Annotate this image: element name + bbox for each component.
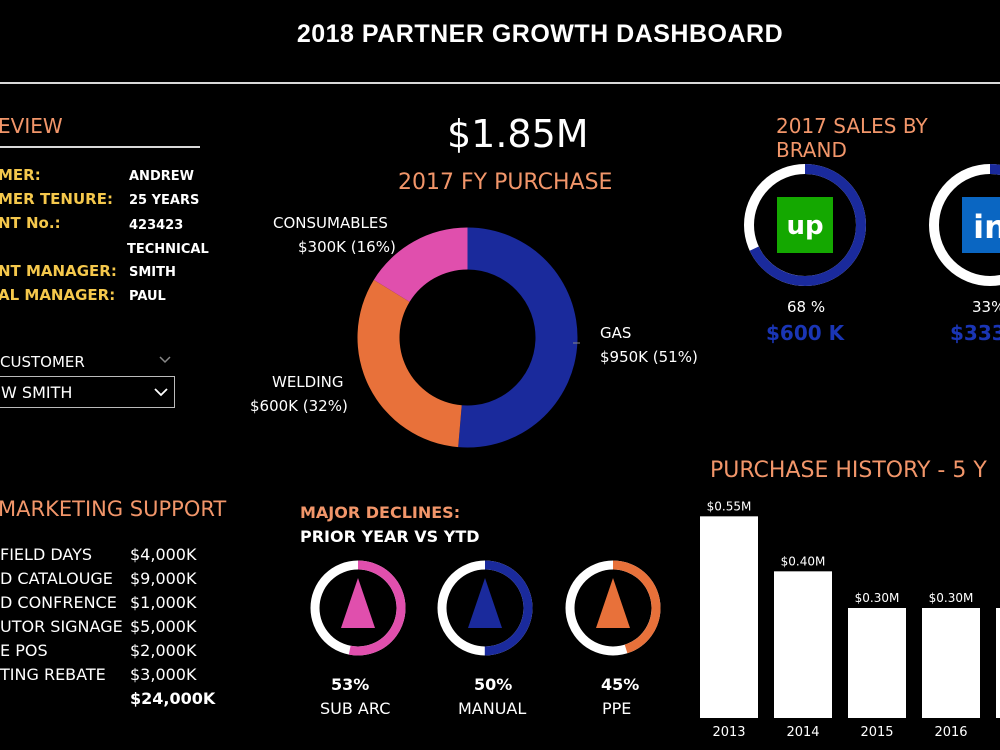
declines-title: MAJOR DECLINES: xyxy=(300,503,461,522)
purchase-donut-chart xyxy=(357,227,580,448)
slice-value-gas: $950K (51%) xyxy=(600,348,698,366)
regional-manager-label: AL MANAGER: xyxy=(0,286,116,304)
marketing-item-label: FIELD DAYS xyxy=(0,545,93,564)
regional-manager-value: PAUL xyxy=(129,289,166,304)
brand-pct-linkedin: 33% xyxy=(972,298,1000,316)
customer-value: ANDREW xyxy=(129,169,194,184)
header-divider xyxy=(0,82,1000,84)
decline-pct-sub-arc: 53% xyxy=(331,675,370,694)
customer-label: MER: xyxy=(0,166,41,184)
slice-label-gas: GAS xyxy=(600,324,632,342)
purchase-total: $1.85M xyxy=(447,112,589,156)
brands-title: 2017 SALES BY BRAND xyxy=(776,114,928,162)
marketing-item-value: $9,000K xyxy=(130,569,197,588)
bar-2016 xyxy=(922,608,980,718)
up-triangle-icon xyxy=(468,578,502,628)
x-tick-label: 2015 xyxy=(860,725,893,740)
donut-slice-welding xyxy=(357,279,462,448)
decline-gauge-sub-arc xyxy=(310,560,406,656)
bar-data-label: $0.30M xyxy=(929,591,974,605)
account-manager-label: NT MANAGER: xyxy=(0,262,117,280)
account-no-value: 423423 xyxy=(129,218,184,233)
brand-amount-linkedin: $333 xyxy=(950,321,1000,345)
decline-label-ppe: PPE xyxy=(602,699,632,718)
upwork-icon xyxy=(777,197,833,253)
bar-2015 xyxy=(848,608,906,718)
marketing-item-value: $3,000K xyxy=(130,665,197,684)
account-manager-value: SMITH xyxy=(129,265,176,280)
up-triangle-icon xyxy=(341,578,375,628)
declines-subtitle: PRIOR YEAR VS YTD xyxy=(300,527,480,546)
bar-data-label: $0.40M xyxy=(781,554,826,568)
decline-label-sub-arc: SUB ARC xyxy=(320,699,391,718)
decline-pct-manual: 50% xyxy=(474,675,513,694)
chevron-down-icon xyxy=(153,384,169,400)
marketing-item-label: UTOR SIGNAGE xyxy=(0,617,123,636)
donut-slice-gas xyxy=(458,227,578,448)
purchase-title: 2017 FY PURCHASE xyxy=(398,170,613,195)
tenure-label: MER TENURE: xyxy=(0,190,113,208)
slice-label-welding: WELDING xyxy=(272,373,344,391)
bar-2014 xyxy=(774,571,832,718)
tenure-value: 25 YEARS xyxy=(129,193,200,208)
brand-pct-upwork: 68 % xyxy=(787,298,826,316)
account-no-label: NT No.: xyxy=(0,214,61,232)
bar-partial xyxy=(996,608,1000,718)
decline-label-manual: MANUAL xyxy=(458,699,527,718)
slice-label-consumables: CONSUMABLES xyxy=(273,214,388,232)
x-tick-label: 2014 xyxy=(786,725,819,740)
overview-underline xyxy=(0,146,200,148)
decline-gauge-manual xyxy=(437,560,533,656)
customer-dropdown-value: W SMITH xyxy=(1,383,73,402)
marketing-item-label: D CONFRENCE xyxy=(0,593,117,612)
bar-data-label: $0.30M xyxy=(855,591,900,605)
marketing-item-value: $2,000K xyxy=(130,641,197,660)
svg-text:up: up xyxy=(786,211,823,241)
overview-title: EVIEW xyxy=(0,114,63,138)
brand-gauge-linkedin: in xyxy=(929,164,1000,286)
svg-text:in: in xyxy=(973,208,1000,246)
marketing-item-label: D CATALOUGE xyxy=(0,569,113,588)
bar-2013 xyxy=(700,516,758,718)
customer-filter-label: CUSTOMER xyxy=(0,353,85,371)
bar-data-label: $0.55M xyxy=(707,499,752,513)
filter-chevron-icon[interactable] xyxy=(158,352,172,366)
customer-dropdown[interactable]: W SMITH xyxy=(0,376,175,408)
marketing-title: MARKETING SUPPORT xyxy=(0,497,227,521)
x-tick-label: 2016 xyxy=(934,725,967,740)
donut-slice-consumables xyxy=(373,227,468,302)
history-title: PURCHASE HISTORY - 5 Y xyxy=(710,458,987,483)
slice-value-consumables: $300K (16%) xyxy=(298,238,396,256)
slice-value-welding: $600K (32%) xyxy=(250,397,348,415)
decline-gauge-ppe xyxy=(565,560,661,656)
purchase-history-chart: $0.55M 2013 $0.40M 2014 $0.30M 2015 $0.30M 2016 xyxy=(700,499,1000,740)
marketing-item-label: TING REBATE xyxy=(0,665,106,684)
brand-amount-upwork: $600 K xyxy=(766,321,845,345)
linkedin-icon xyxy=(962,197,1000,253)
account-type-value: TECHNICAL xyxy=(127,242,209,257)
x-tick-label: 2013 xyxy=(712,725,745,740)
marketing-item-value: $5,000K xyxy=(130,617,197,636)
marketing-item-value: $4,000K xyxy=(130,545,197,564)
decline-pct-ppe: 45% xyxy=(601,675,640,694)
marketing-item-label: E POS xyxy=(0,641,48,660)
marketing-total: $24,000K xyxy=(130,689,216,708)
marketing-item-value: $1,000K xyxy=(130,593,197,612)
dashboard-title: 2018 PARTNER GROWTH DASHBOARD xyxy=(296,20,784,48)
up-triangle-icon xyxy=(596,578,630,628)
brand-gauge-upwork: up xyxy=(744,164,866,286)
